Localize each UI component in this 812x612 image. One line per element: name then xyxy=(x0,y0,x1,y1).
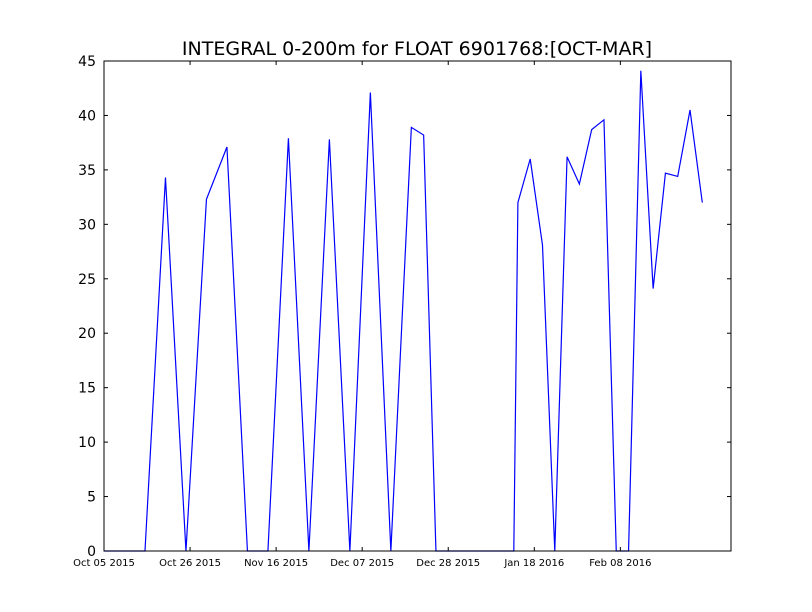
y-tick-label: 0 xyxy=(87,544,96,560)
y-tick-label: 35 xyxy=(78,163,96,179)
y-tick-label: 15 xyxy=(78,381,96,397)
x-tick-label: Oct 05 2015 xyxy=(73,558,135,569)
y-tick-label: 25 xyxy=(78,272,96,288)
plot-area xyxy=(104,61,731,551)
chart-title: INTEGRAL 0-200m for FLOAT 6901768:[OCT-M… xyxy=(182,38,652,60)
plot-frame xyxy=(103,60,732,552)
y-tick-label: 20 xyxy=(78,326,96,342)
x-tick-label: Oct 26 2015 xyxy=(159,558,221,569)
x-tick-label: Feb 08 2016 xyxy=(589,558,651,569)
y-tick-label: 10 xyxy=(78,435,96,451)
y-tick-label: 5 xyxy=(87,490,96,506)
y-axis-ticks: 0 5 10 15 20 25 30 35 40 45 xyxy=(78,54,731,560)
x-tick-label: Dec 28 2015 xyxy=(416,558,480,569)
x-tick-label: Dec 07 2015 xyxy=(330,558,394,569)
y-tick-label: 40 xyxy=(78,108,96,124)
y-tick-label: 45 xyxy=(78,54,96,70)
x-tick-label: Jan 18 2016 xyxy=(503,558,564,569)
y-tick-label: 30 xyxy=(78,217,96,233)
x-tick-label: Nov 16 2015 xyxy=(244,558,308,569)
